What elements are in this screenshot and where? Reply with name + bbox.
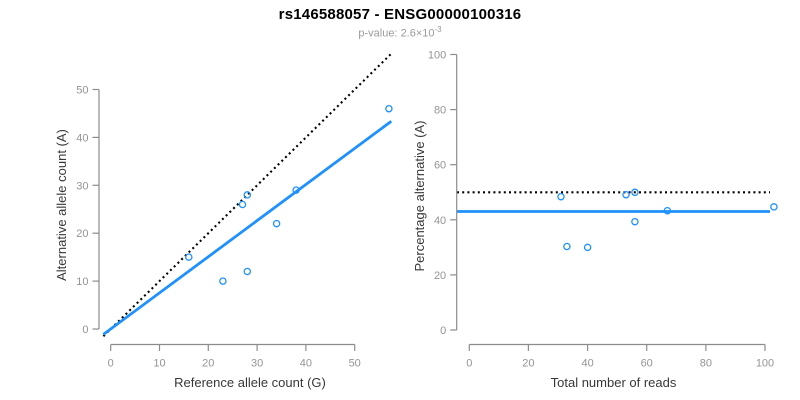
y-tick-label: 30 [76,180,88,192]
fit-line [102,120,393,336]
x-axis-title: Reference allele count (G) [174,375,326,390]
x-tick-label: 30 [251,358,263,370]
y-tick-label: 100 [428,50,446,62]
data-point [185,253,193,261]
subtitle-exponent: -3 [434,25,442,34]
y-tick-label: 0 [440,325,446,337]
data-point [622,190,630,199]
x-tick-label: 60 [641,358,653,370]
y-tick-label: 40 [76,132,88,144]
identity-line [102,52,393,337]
allele-count-plot: 0 10 20 30 40 50 0 10 20 30 40 50 Reference allele c… [54,52,393,390]
percentage-plot: 0 20 40 60 80 100 0 20 40 60 80 100 Total number of … [412,50,778,390]
data-point [272,219,281,228]
data-point [631,188,639,197]
figure-title: rs146588057 - ENSG00000100316 [278,6,522,23]
data-point [563,242,571,251]
y-tick-label: 40 [434,215,446,227]
data-point [292,186,300,194]
y-tick-label: 0 [82,324,88,336]
x-tick-label: 50 [349,358,361,370]
data-point [583,243,592,252]
x-tick-label: 0 [108,358,114,370]
x-tick-label: 40 [581,358,593,370]
data-point [385,104,393,113]
y-tick-label: 60 [434,160,446,172]
figure-subtitle: p-value: 2.6×10-3 [0,25,800,40]
data-point [243,267,252,276]
x-tick-label: 20 [522,358,534,370]
x-tick-label: 20 [202,358,214,370]
x-tick-label: 40 [300,358,312,370]
x-tick-label: 10 [153,358,165,370]
data-point [631,217,639,226]
data-point [663,206,672,215]
y-tick-label: 50 [76,85,88,97]
data-point [243,191,252,199]
data-point [238,200,247,209]
y-axis-title: Percentage alternative (A) [412,120,427,271]
data-point [219,277,227,285]
subtitle-value: 2.6×10 [400,27,435,40]
x-tick-label: 80 [700,358,712,370]
y-tick-label: 20 [76,228,88,240]
data-point [557,192,565,201]
subtitle-label: p-value: [358,27,401,40]
y-tick-label: 80 [434,105,446,117]
x-axis-title: Total number of reads [551,375,677,390]
y-tick-label: 20 [434,270,446,282]
x-tick-label: 100 [756,358,774,370]
y-axis-title: Alternative allele count (A) [54,129,69,281]
y-tick-label: 10 [76,276,88,288]
x-tick-label: 0 [466,358,472,370]
data-point [770,203,778,211]
